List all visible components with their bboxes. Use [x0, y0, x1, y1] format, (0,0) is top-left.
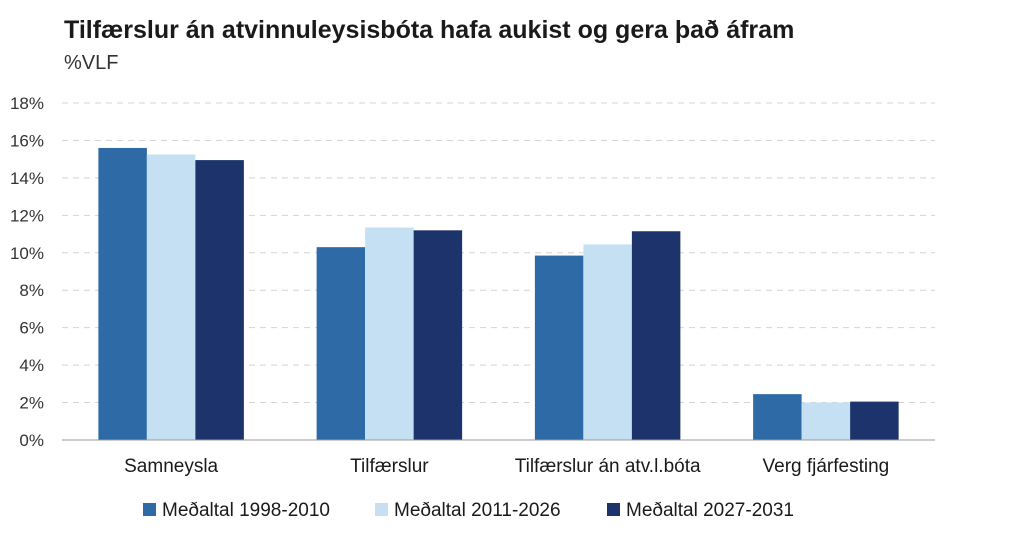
bar: [631, 231, 681, 440]
chart-subtitle-unit: %VLF: [64, 52, 119, 74]
y-axis-ticks: 0% 2% 4% 6% 8% 10% 12% 14% 16% 18%: [10, 94, 44, 450]
legend-swatch: [143, 503, 156, 516]
legend: Meðaltal 1998-2010 Meðaltal 2011-2026 Meða…: [143, 500, 794, 521]
x-category-label: Tilfærslur: [350, 456, 429, 477]
x-category-label: Samneysla: [124, 456, 218, 477]
bar: [801, 402, 851, 440]
bar: [753, 394, 802, 440]
y-tick-label: 4%: [19, 356, 44, 375]
y-tick-label: 6%: [19, 319, 44, 338]
legend-label: Meðaltal 2027-2031: [626, 500, 794, 521]
category-labels: Samneysla Tilfærslur Tilfærslur án atv.l.b…: [124, 456, 889, 477]
y-tick-label: 8%: [19, 281, 44, 300]
y-tick-label: 18%: [10, 94, 44, 113]
bar: [413, 230, 463, 440]
bar: [195, 160, 244, 440]
x-category-label: Verg fjárfesting: [763, 456, 890, 477]
legend-swatch: [607, 503, 620, 516]
y-tick-label: 2%: [19, 394, 44, 413]
y-tick-label: 12%: [10, 206, 44, 225]
y-tick-label: 16%: [10, 131, 44, 150]
bar: [316, 247, 366, 440]
bar: [850, 401, 899, 440]
y-tick-label: 14%: [10, 169, 44, 188]
bar: [534, 255, 584, 440]
y-tick-label: 0%: [19, 431, 44, 450]
y-tick-label: 10%: [10, 244, 44, 263]
bar: [365, 227, 414, 440]
bar: [583, 244, 632, 440]
bar: [146, 154, 196, 440]
legend-swatch: [375, 503, 388, 516]
chart-title: Tilfærslur án atvinnuleysisbóta hafa auk…: [64, 16, 795, 44]
x-category-label: Tilfærslur án atv.l.bóta: [515, 456, 701, 477]
legend-label: Meðaltal 2011-2026: [394, 500, 561, 521]
bars: [98, 147, 899, 440]
bar: [98, 147, 147, 440]
legend-label: Meðaltal 1998-2010: [162, 500, 330, 521]
